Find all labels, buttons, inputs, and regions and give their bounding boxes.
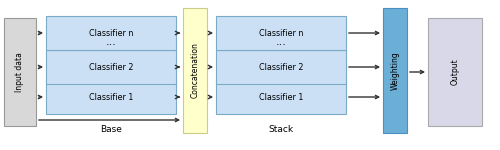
Text: Classifier 2: Classifier 2 — [89, 63, 133, 72]
Text: Stack: Stack — [268, 125, 293, 134]
Text: Classifier 1: Classifier 1 — [89, 93, 133, 102]
Text: Classifier n: Classifier n — [89, 28, 133, 38]
Text: Output: Output — [450, 59, 460, 85]
FancyBboxPatch shape — [383, 8, 407, 133]
Text: Concatenation: Concatenation — [190, 43, 200, 98]
FancyBboxPatch shape — [46, 50, 176, 84]
FancyBboxPatch shape — [216, 16, 346, 50]
Text: ...: ... — [106, 37, 117, 47]
FancyBboxPatch shape — [428, 18, 482, 126]
FancyBboxPatch shape — [46, 80, 176, 114]
Text: Classifier n: Classifier n — [259, 28, 303, 38]
FancyBboxPatch shape — [46, 16, 176, 50]
FancyBboxPatch shape — [183, 8, 207, 133]
FancyBboxPatch shape — [4, 18, 36, 126]
FancyBboxPatch shape — [216, 50, 346, 84]
Text: Classifier 2: Classifier 2 — [259, 63, 303, 72]
Text: ...: ... — [276, 37, 286, 47]
Text: Classifier 1: Classifier 1 — [259, 93, 303, 102]
FancyBboxPatch shape — [216, 80, 346, 114]
Text: Input data: Input data — [16, 52, 24, 92]
Text: Weighting: Weighting — [390, 51, 400, 90]
Text: Base: Base — [100, 125, 122, 134]
